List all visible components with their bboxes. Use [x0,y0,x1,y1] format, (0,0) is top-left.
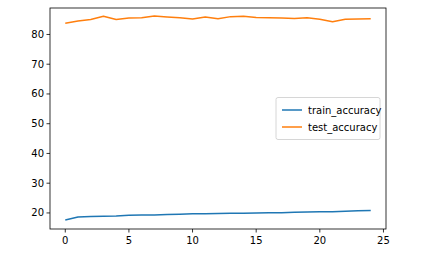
y-tick [47,183,51,184]
legend-label: test_accuracy [308,122,377,134]
y-tick-label: 80 [31,29,44,40]
y-tick-label: 20 [31,207,44,218]
series-line [65,211,370,221]
x-tick [192,229,193,233]
legend: train_accuracy test_accuracy [276,98,381,140]
x-tick-label: 0 [62,235,68,246]
x-tick [128,229,129,233]
plot-frame [50,8,386,229]
y-tick-label: 30 [31,178,44,189]
legend-swatch [282,109,302,111]
y-tick [47,153,51,154]
background [0,0,434,259]
y-tick-label: 70 [31,59,44,70]
x-tick-label: 20 [313,235,326,246]
x-tick-label: 15 [250,235,263,246]
series-line [65,16,370,23]
y-tick-label: 60 [31,88,44,99]
y-tick [47,64,51,65]
y-tick-label: 50 [31,118,44,129]
x-tick [256,229,257,233]
chart-svg: 0 5 10 15 20 25 20 30 40 50 60 70 80 train_accuracyte… [0,0,434,259]
x-tick [319,229,320,233]
y-tick [47,123,51,124]
y-tick-label: 40 [31,148,44,159]
y-tick [47,212,51,213]
x-tick [65,229,66,233]
x-tick-label: 25 [377,235,390,246]
x-tick [383,229,384,233]
x-tick-label: 5 [126,235,132,246]
y-tick [47,93,51,94]
legend-label: train_accuracy [308,105,381,117]
chart-container: 0 5 10 15 20 25 20 30 40 50 60 70 80 train_accuracyte… [0,0,434,259]
y-tick [47,34,51,35]
legend-swatch [282,126,302,128]
x-tick-label: 10 [186,235,199,246]
